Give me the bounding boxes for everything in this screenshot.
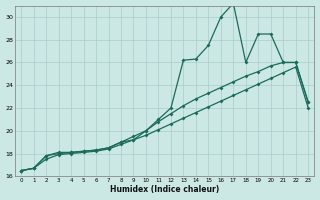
X-axis label: Humidex (Indice chaleur): Humidex (Indice chaleur) <box>110 185 219 194</box>
